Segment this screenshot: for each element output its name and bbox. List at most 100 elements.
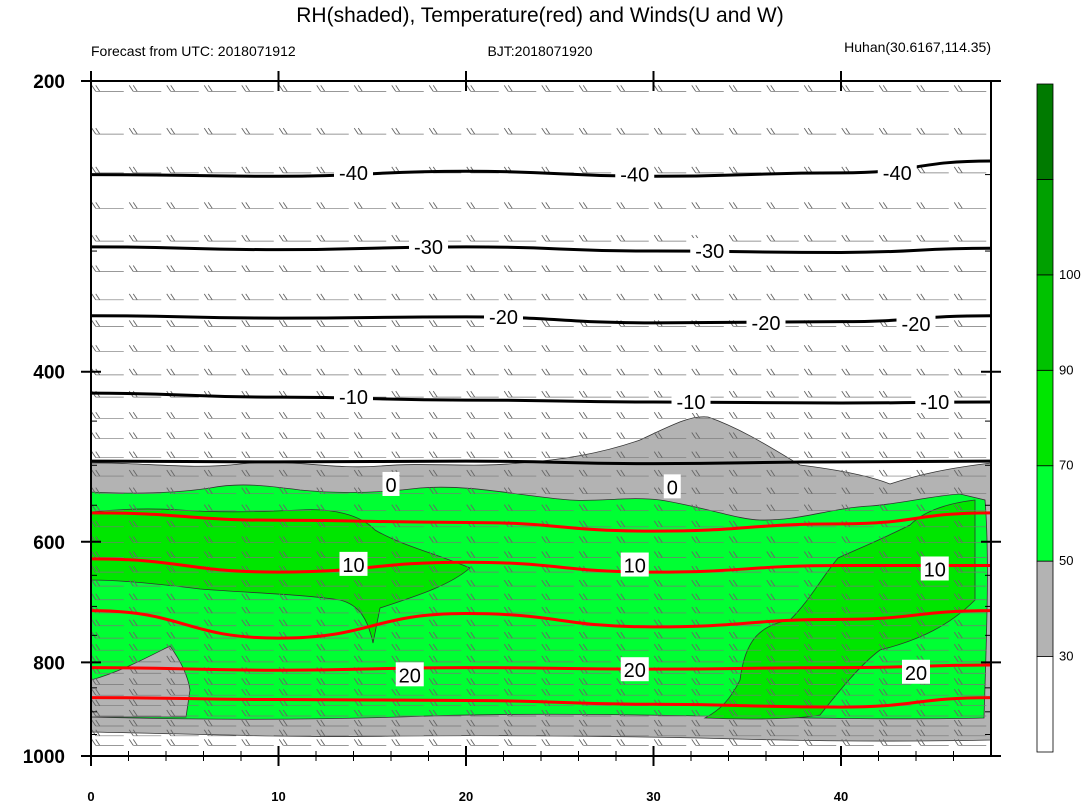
wind-barb <box>878 265 912 272</box>
wind-barb <box>128 127 162 135</box>
wind-barb <box>466 504 499 511</box>
wind-barb <box>841 643 874 651</box>
wind-barb <box>616 631 649 639</box>
wind-barb <box>878 579 912 587</box>
wind-barb <box>803 293 837 301</box>
wind-barb <box>916 709 949 717</box>
wind-barb <box>578 293 612 301</box>
wind-barb <box>391 593 424 601</box>
svg-text:-20: -20 <box>489 307 518 329</box>
wind-barb <box>428 412 462 419</box>
wind-barb <box>353 678 387 685</box>
wind-barb <box>278 739 312 746</box>
wind-barb <box>766 85 799 92</box>
wind-barb <box>953 234 987 242</box>
wind-barb <box>728 606 762 614</box>
wind-barb <box>91 565 124 573</box>
wind-barb <box>878 127 912 135</box>
wind-barb <box>953 265 987 272</box>
wind-barb <box>766 345 799 352</box>
wind-barb <box>841 390 874 398</box>
wind-barb <box>241 719 274 727</box>
wind-barb <box>616 432 649 439</box>
wind-barb <box>766 265 799 272</box>
wind-barb <box>166 699 199 707</box>
wind-barb <box>878 678 912 685</box>
wind-barb <box>466 678 499 685</box>
wind-barb <box>841 688 874 696</box>
wind-barb <box>503 606 537 614</box>
wind-barb <box>353 729 387 737</box>
wind-barb <box>391 739 424 746</box>
wind-barb <box>241 85 274 92</box>
wind-barb <box>503 469 537 477</box>
contour-labels: -40 -40 -40 -30 -30 -20 -20 -20 -10 -10 -10 0 0 10 10 1… <box>334 159 955 687</box>
wind-barb <box>391 202 424 209</box>
wind-barb <box>203 320 237 327</box>
wind-barb <box>241 345 274 352</box>
wind-barb <box>241 412 274 419</box>
wind-barb <box>241 265 274 272</box>
wind-barb <box>166 565 199 573</box>
wind-barb <box>316 412 349 419</box>
wind-barb <box>203 265 237 272</box>
wind-barb <box>391 551 424 558</box>
wind-barb <box>278 579 312 587</box>
wind-barb <box>841 127 874 135</box>
wind-barb <box>916 234 949 242</box>
wind-barb <box>241 655 274 663</box>
wind-barb <box>541 202 574 209</box>
wind-barb <box>578 536 612 543</box>
contour-label: -10 <box>671 389 711 414</box>
wind-barb <box>316 729 349 737</box>
wind-barb <box>841 678 874 685</box>
wind-barb <box>128 345 162 352</box>
wind-barb <box>466 265 499 272</box>
wind-barb <box>428 739 462 746</box>
wind-barb <box>91 85 124 92</box>
wind-barb <box>953 643 987 651</box>
wind-barb <box>691 709 724 717</box>
wind-barb <box>166 412 199 419</box>
wind-barb <box>316 593 349 601</box>
wind-barb <box>578 729 612 737</box>
wind-barb <box>466 643 499 651</box>
wind-barb <box>391 127 424 135</box>
wind-barb <box>691 368 724 376</box>
wind-barb <box>466 593 499 601</box>
contour-label: -20 <box>484 303 523 329</box>
wind-barb <box>428 565 462 573</box>
wind-barb <box>203 536 237 543</box>
wind-barb <box>203 729 237 737</box>
wind-barb <box>953 320 987 327</box>
wind-barb <box>128 709 162 717</box>
wind-barb <box>316 709 349 717</box>
wind-barb <box>766 536 799 543</box>
wind-barb <box>503 293 537 301</box>
wind-barb <box>278 551 312 558</box>
wind-barb <box>503 234 537 242</box>
wind-barb <box>203 451 237 459</box>
wind-barb <box>616 265 649 272</box>
wind-barb <box>241 487 274 495</box>
wind-barb <box>503 688 537 696</box>
wind-barb <box>203 678 237 685</box>
wind-barb <box>203 432 237 439</box>
wind-barb <box>916 739 949 746</box>
wind-barb <box>841 579 874 587</box>
wind-barb <box>91 345 124 352</box>
wind-barb <box>916 487 949 495</box>
wind-barb <box>128 619 162 627</box>
wind-barb <box>128 320 162 327</box>
wind-barb <box>803 265 837 272</box>
wind-barb <box>278 678 312 685</box>
wind-barb <box>203 719 237 727</box>
wind-barb <box>391 390 424 398</box>
wind-barb <box>691 606 724 614</box>
wind-barb <box>578 551 612 558</box>
wind-barb <box>278 504 312 511</box>
wind-barb <box>766 631 799 639</box>
wind-barb <box>953 390 987 398</box>
wind-barb <box>841 536 874 543</box>
wind-barb <box>428 709 462 717</box>
